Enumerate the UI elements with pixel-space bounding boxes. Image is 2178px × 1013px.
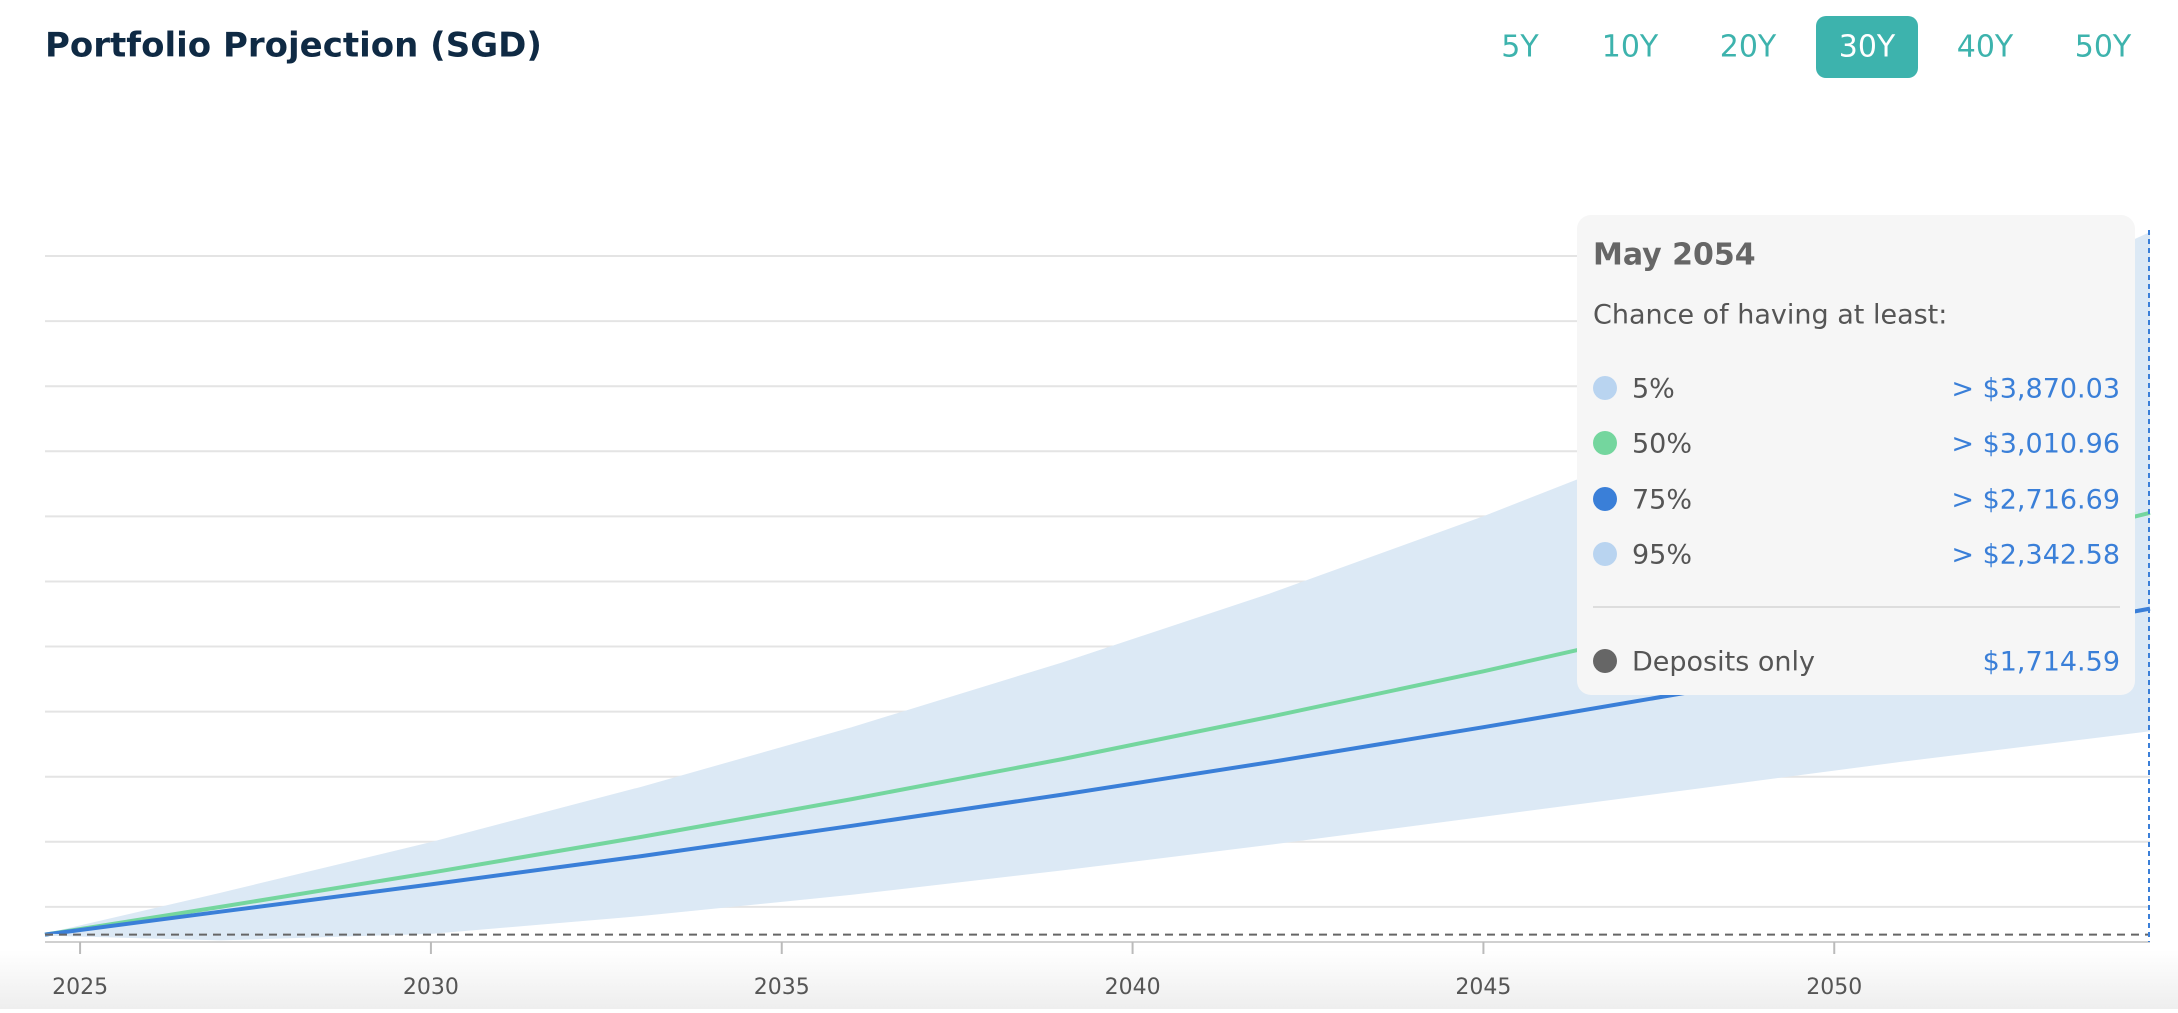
x-tick-label: 2050 (1806, 975, 1862, 1000)
tooltip-value: > $2,342.58 (1951, 540, 2120, 571)
legend-dot (1593, 376, 1617, 400)
legend-label: 5% (1632, 374, 1675, 405)
tooltip-value: $1,714.59 (1983, 647, 2120, 678)
range-button[interactable]: 40Y (1957, 30, 2014, 65)
tooltip-subtitle: Chance of having at least: (1593, 300, 1947, 331)
tooltip-value: > $3,010.96 (1951, 429, 2120, 460)
x-tick-label: 2035 (754, 975, 810, 1000)
range-button[interactable]: 50Y (2075, 30, 2132, 65)
axis-background (0, 950, 2178, 1009)
x-tick-label: 2040 (1105, 975, 1161, 1000)
legend-dot (1593, 487, 1617, 511)
range-button-label: 40Y (1957, 30, 2014, 65)
legend-label: 50% (1632, 429, 1692, 460)
tooltip-box (1577, 215, 2135, 695)
tooltip: May 2054 Chance of having at least: 5% > … (1577, 215, 2135, 695)
tooltip-value: > $3,870.03 (1951, 374, 2120, 405)
x-tick-label: 2025 (52, 975, 108, 1000)
range-button-label: 20Y (1720, 30, 1777, 65)
legend-dot (1593, 649, 1617, 673)
range-button-label: 10Y (1602, 30, 1659, 65)
legend-dot (1593, 431, 1617, 455)
range-button-bg (1816, 16, 1918, 78)
range-button-label: 5Y (1501, 30, 1539, 65)
tooltip-title: May 2054 (1593, 238, 1756, 273)
range-button[interactable]: 30Y (1816, 16, 1918, 78)
range-button-label: 30Y (1839, 30, 1896, 65)
x-tick-label: 2045 (1455, 975, 1511, 1000)
range-button[interactable]: 20Y (1720, 30, 1777, 65)
range-button-label: 50Y (2075, 30, 2132, 65)
range-button[interactable]: 10Y (1602, 30, 1659, 65)
range-button[interactable]: 5Y (1501, 30, 1539, 65)
x-tick-label: 2030 (403, 975, 459, 1000)
chart-title: Portfolio Projection (SGD) (45, 26, 542, 66)
band-fill (45, 233, 2150, 940)
tooltip-value: > $2,716.69 (1951, 485, 2120, 516)
legend-label: Deposits only (1632, 647, 1815, 678)
legend-label: 75% (1632, 485, 1692, 516)
legend-label: 95% (1632, 540, 1692, 571)
legend-dot (1593, 542, 1617, 566)
